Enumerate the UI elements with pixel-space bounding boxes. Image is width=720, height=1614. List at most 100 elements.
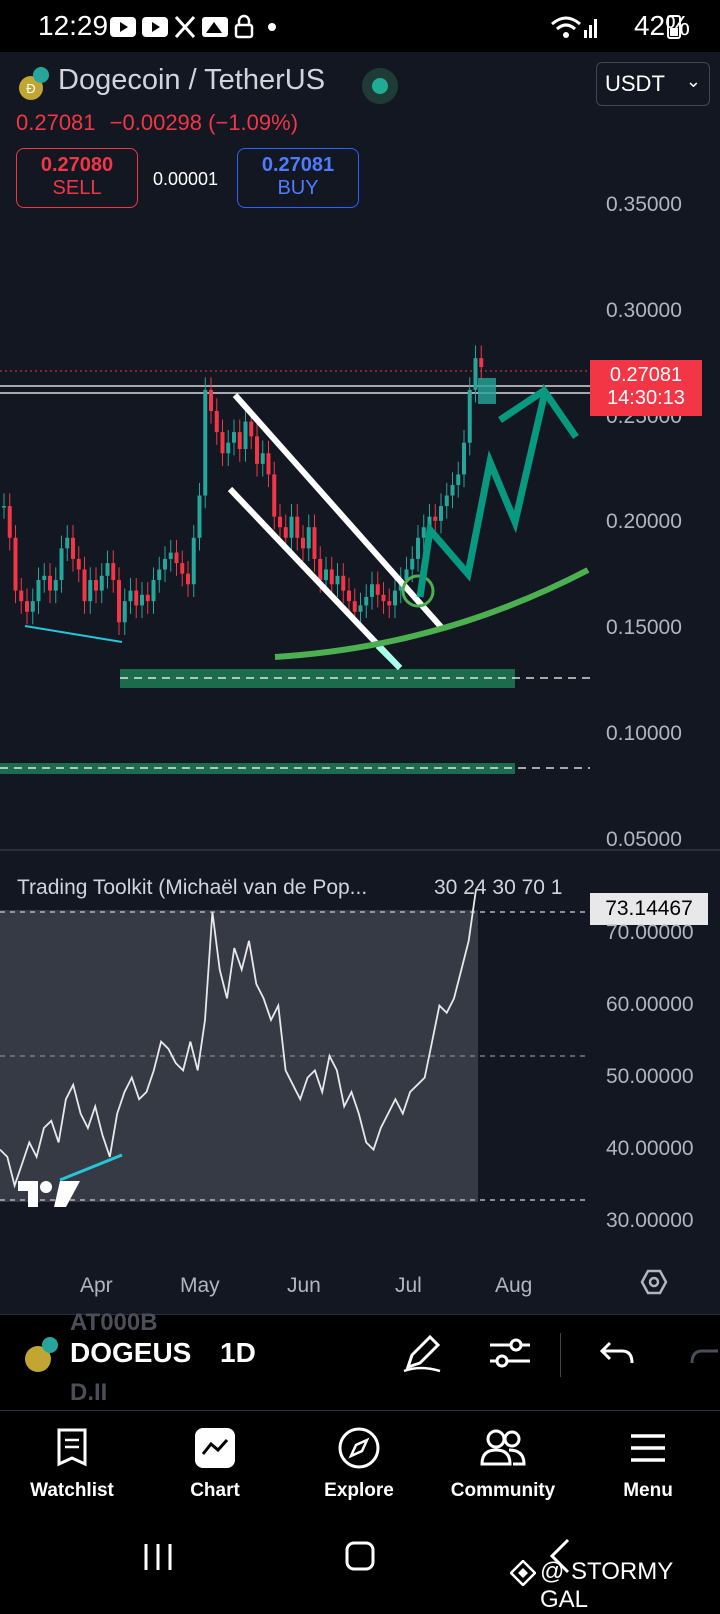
nav-chart[interactable]: Chart [145,1424,285,1502]
chart-settings-icon[interactable] [640,1269,668,1295]
candle-body [393,590,397,606]
price-tick: 0.30000 [606,299,682,322]
candle-body [450,484,455,496]
candle-body [370,584,374,597]
back-icon[interactable] [548,1538,572,1574]
sell-button[interactable]: 0.27080 SELL [16,148,138,208]
candlestick-series [2,345,484,635]
candle-body [421,527,426,538]
candle-body [255,436,259,464]
candle-body [2,506,6,508]
candle-body [151,580,156,602]
recent-apps-icon[interactable] [140,1542,176,1572]
redo-icon[interactable] [690,1335,720,1371]
tradingview-logo [18,1181,80,1207]
candle-body [387,601,392,606]
indicator-params[interactable]: 30 24 30 70 1 [434,876,563,899]
candle-body [404,569,409,581]
candle-body [191,537,196,585]
nav-community[interactable]: Community [433,1424,573,1502]
last-price-tag: 0.27081 14:30:13 [590,360,702,416]
dogecoin-symbol-icon [25,1337,58,1372]
currency-value: USDT [605,71,665,96]
candle-body [462,442,466,475]
candle-body [381,594,386,602]
candle-body [467,389,472,443]
nav-watchlist[interactable]: Watchlist [2,1424,142,1502]
oscillator-tick: 30.00000 [606,1209,694,1232]
candle-body [186,573,190,585]
candle-body [237,432,242,450]
candle-body [283,527,288,538]
battery-icon [667,15,681,39]
rounded-bottom-curve [274,567,590,660]
last-price-tag-value: 0.27081 [609,364,683,386]
candle-body [479,358,484,368]
time-tick: Jul [395,1274,422,1297]
header-last-price: 0.27081 [16,110,96,135]
status-bar: 12:29 42% [0,0,720,52]
price-tick: 0.20000 [606,510,682,533]
chart-icon [195,1428,235,1468]
candle-body [439,506,443,521]
candle-body [278,516,282,528]
price-tick: 0.15000 [606,616,682,639]
indicator-name[interactable]: Trading Toolkit (Michaël van de Pop... [17,876,368,899]
chevron-down-icon: ⌄ [685,71,701,91]
candle-body [7,506,12,538]
nav-menu[interactable]: Menu [578,1424,718,1502]
candle-body [94,580,98,591]
currency-select[interactable]: USDT ⌄ [596,62,710,106]
candle-body [163,558,167,570]
candle-body [364,596,369,606]
chart-panel[interactable] [0,52,720,1314]
market-open-icon [362,68,398,104]
candle-body [301,537,305,549]
svg-text:Ð: Ð [26,81,35,96]
pair-title[interactable]: Dogecoin / TetherUS [58,64,326,96]
undo-icon[interactable] [600,1335,636,1371]
candle-body [42,575,47,581]
candle-body [358,605,363,612]
candle-body [243,421,248,450]
buy-label: BUY [277,177,319,199]
symbol-button[interactable]: DOGEUS [70,1337,192,1368]
candle-body [306,527,311,549]
oscillator-line [0,889,477,1189]
trendline-divergence [24,625,123,643]
candle-body [209,389,213,411]
candle-body [48,575,52,591]
pencil-draw-icon[interactable] [400,1331,444,1375]
oscillator-tick: 60.00000 [606,993,694,1016]
status-time: 12:29 [38,10,109,41]
candle-body [347,590,351,602]
nav-community-label: Community [450,1480,556,1501]
candle-body [174,552,179,564]
oscillator-value-tag: 73.14467 [590,893,708,925]
nav-menu-label: Menu [623,1480,673,1501]
price-chart-canvas[interactable] [0,52,720,1314]
candle-body [59,548,64,581]
candle-body [416,537,420,559]
price-tick: 0.10000 [606,722,682,745]
oscillator-tick: 70.00000 [606,921,694,944]
candle-body [99,575,104,591]
candle-body [134,590,139,606]
buy-button[interactable]: 0.27081 BUY [237,148,359,208]
candle-body [226,442,231,454]
candle-body [272,474,277,517]
watermark: @ STORMY GAL [540,1558,673,1613]
candle-body [260,453,265,464]
candle-body [444,495,449,507]
price-change-line: 0.27081 −0.00298 (−1.09%) [16,110,298,136]
time-tick: Aug [495,1274,533,1297]
indicators-sliders-icon[interactable] [488,1333,532,1373]
candle-body [88,580,93,602]
nav-explore[interactable]: Explore [289,1424,429,1502]
watchlist-icon [57,1428,87,1467]
interval-button[interactable]: 1D [220,1337,256,1368]
home-icon[interactable] [344,1540,376,1572]
candle-body [324,569,328,581]
sell-label: SELL [52,177,102,199]
compass-icon [338,1427,380,1469]
